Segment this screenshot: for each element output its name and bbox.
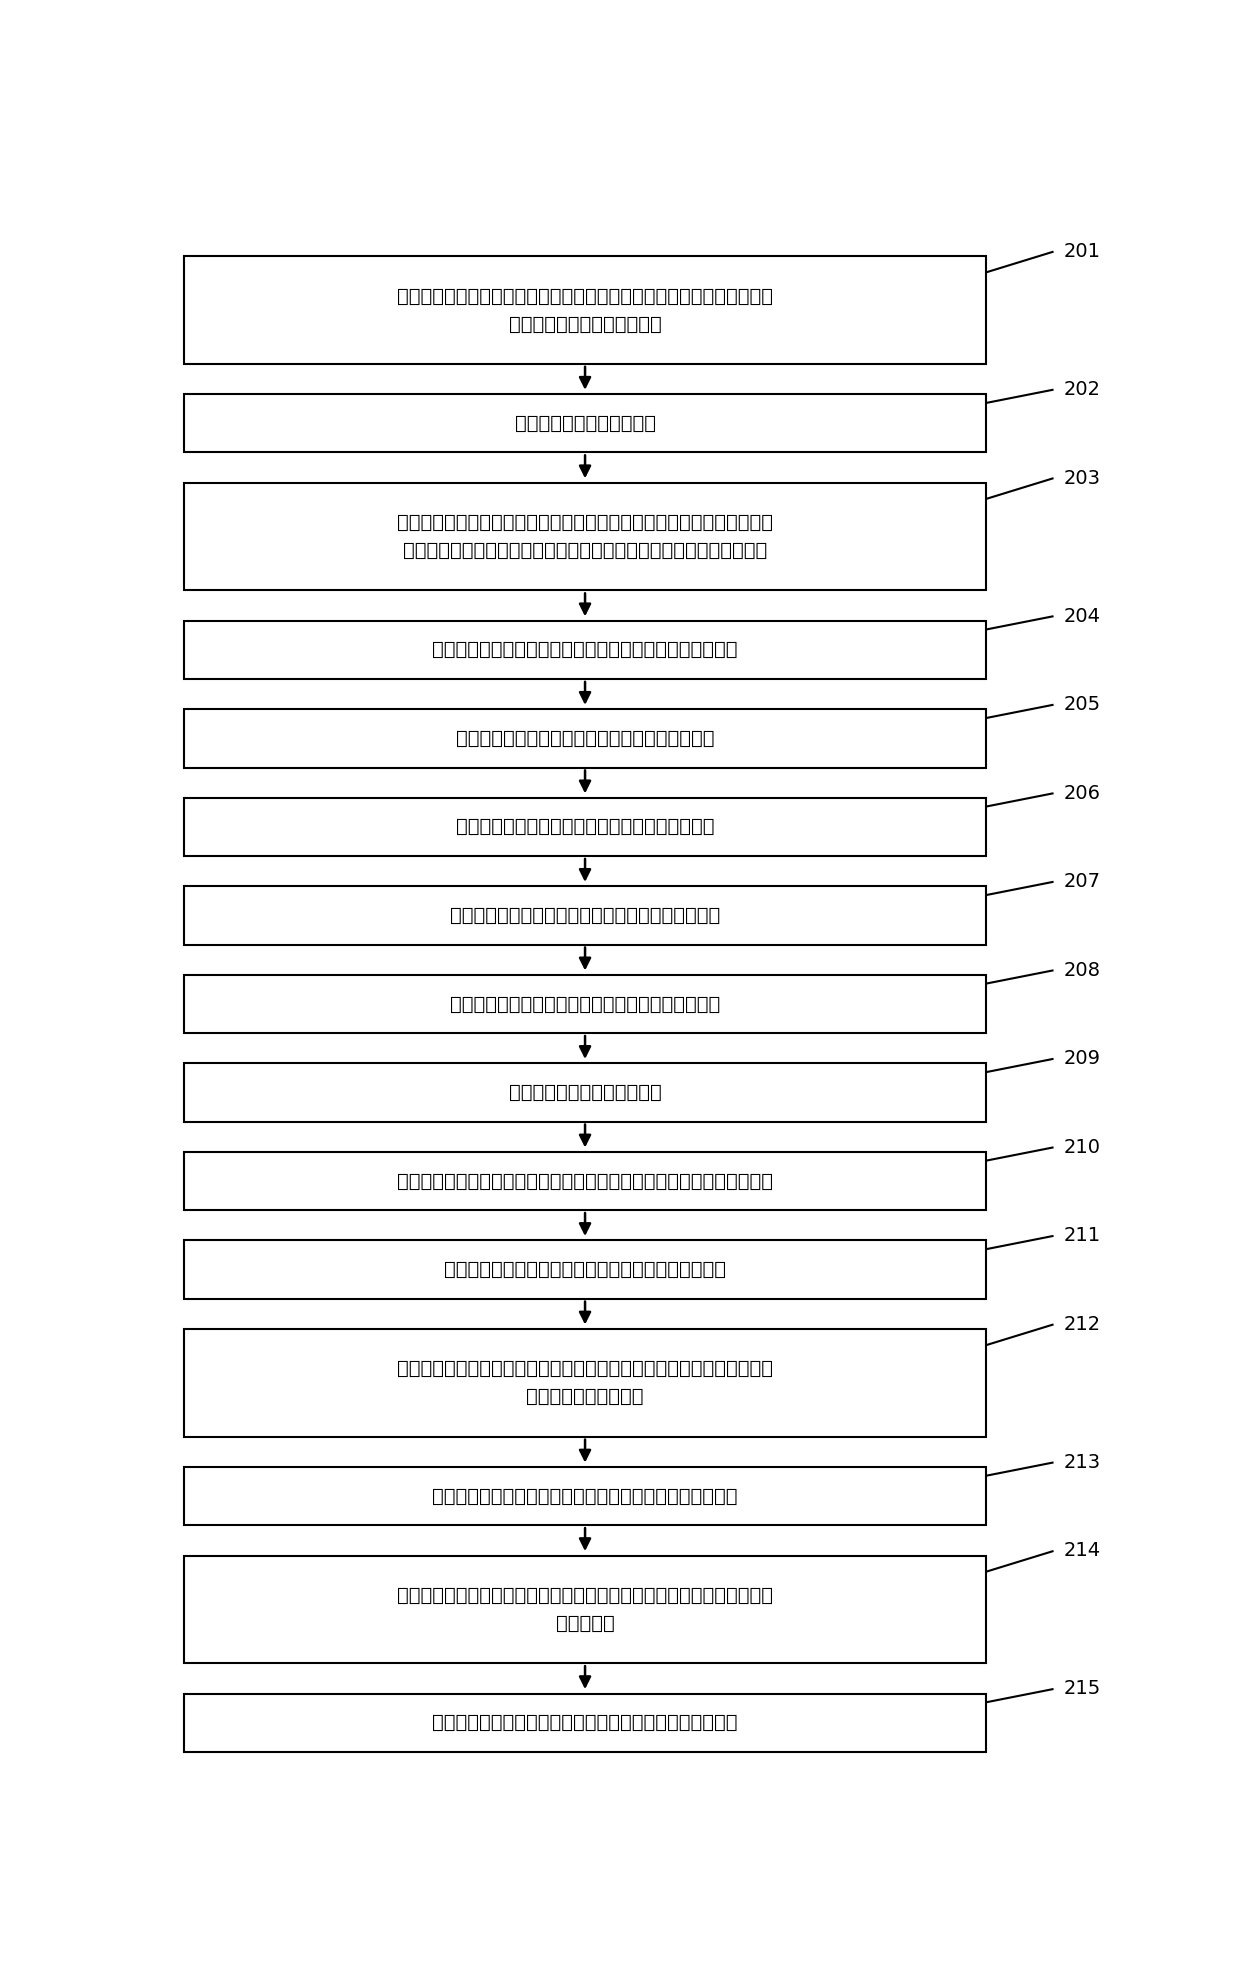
Text: 在牵引第三旧导线的过程中，保持第三旧导线的弛度: 在牵引第三旧导线的过程中，保持第三旧导线的弛度 — [450, 995, 720, 1013]
Bar — [184, 1467, 986, 1526]
Text: 203: 203 — [1063, 468, 1100, 488]
Text: 207: 207 — [1063, 872, 1100, 892]
Text: 202: 202 — [1063, 381, 1100, 398]
Text: 收卷第二旧导线和第三旧导线: 收卷第二旧导线和第三旧导线 — [508, 1082, 661, 1102]
Bar — [184, 1241, 986, 1298]
Text: 209: 209 — [1063, 1048, 1100, 1068]
Text: 在牵引第二旧导线的过程中，保持第二旧导线的弛度: 在牵引第二旧导线的过程中，保持第二旧导线的弛度 — [450, 906, 720, 926]
Text: 201: 201 — [1063, 242, 1100, 262]
Text: 211: 211 — [1063, 1227, 1100, 1245]
Text: 在环形防护绳上设置柔性件: 在环形防护绳上设置柔性件 — [515, 414, 656, 432]
Text: 205: 205 — [1063, 696, 1100, 714]
Bar — [184, 710, 986, 767]
Text: 用第三新导线更换第一旧导线，第四新导线更换第四旧导线: 用第三新导线更换第一旧导线，第四新导线更换第四旧导线 — [433, 1486, 738, 1506]
Text: 206: 206 — [1063, 783, 1100, 803]
Bar — [184, 1064, 986, 1122]
Bar — [184, 1693, 986, 1752]
Text: 215: 215 — [1063, 1679, 1100, 1699]
Bar — [184, 484, 986, 591]
Bar — [184, 799, 986, 856]
Text: 拆除固定在第一新导线和第二新导线上的若干封网保护装置: 拆除固定在第一新导线和第二新导线上的若干封网保护装置 — [433, 1712, 738, 1732]
Bar — [184, 394, 986, 452]
Bar — [184, 620, 986, 680]
Text: 将四分裂导线的第一旧导线、第二旧导线、第三旧导线、第四旧导线分别
放置于放线滑车的第一放置槽、第二放置槽、第三放置槽和第四放置槽: 将四分裂导线的第一旧导线、第二旧导线、第三旧导线、第四旧导线分别 放置于放线滑车… — [397, 513, 773, 561]
Text: 213: 213 — [1063, 1453, 1100, 1473]
Text: 在用于支撑四分裂导线的杆塔横担上安装环形防护绳，其中，环形防护绳
包围的环形被四分裂导线穿过: 在用于支撑四分裂导线的杆塔横担上安装环形防护绳，其中，环形防护绳 包围的环形被四… — [397, 287, 773, 333]
Text: 将若干封网保护装置从第一旧导线和第四旧导线上拆除: 将若干封网保护装置从第一旧导线和第四旧导线上拆除 — [444, 1261, 727, 1278]
Text: 将第二新导线连接第三旧导线后，牵引第三旧导线: 将第二新导线连接第三旧导线后，牵引第三旧导线 — [456, 817, 714, 836]
Text: 将第一新导线和第一旧导线进行对调，第二新导线和第四旧导线进行对调: 将第一新导线和第一旧导线进行对调，第二新导线和第四旧导线进行对调 — [397, 1171, 773, 1191]
Bar — [184, 886, 986, 945]
Text: 214: 214 — [1063, 1542, 1100, 1560]
Text: 在对调后的第一新导线和第二新导线上间隔固定若干封网保护装置，以完
成封网保护装置的搭建: 在对调后的第一新导线和第二新导线上间隔固定若干封网保护装置，以完 成封网保护装置… — [397, 1360, 773, 1407]
Text: 212: 212 — [1063, 1314, 1100, 1334]
Bar — [184, 1330, 986, 1437]
Bar — [184, 256, 986, 365]
Text: 将若干封网保护装置间隔固定在第一旧导线和第四旧导线上: 将若干封网保护装置间隔固定在第一旧导线和第四旧导线上 — [433, 640, 738, 660]
Bar — [184, 1152, 986, 1211]
Text: 210: 210 — [1063, 1138, 1100, 1157]
Text: 将第一新导线连接第二旧导线后，牵引第二旧导线: 将第一新导线连接第二旧导线后，牵引第二旧导线 — [456, 729, 714, 747]
Text: 208: 208 — [1063, 961, 1100, 979]
Text: 204: 204 — [1063, 606, 1100, 626]
Bar — [184, 975, 986, 1033]
Bar — [184, 1556, 986, 1663]
Text: 将第一新导线、第二新导线、第三新导线和第四新导线固定在杆塔横担的
绝缘子串上: 将第一新导线、第二新导线、第三新导线和第四新导线固定在杆塔横担的 绝缘子串上 — [397, 1586, 773, 1633]
